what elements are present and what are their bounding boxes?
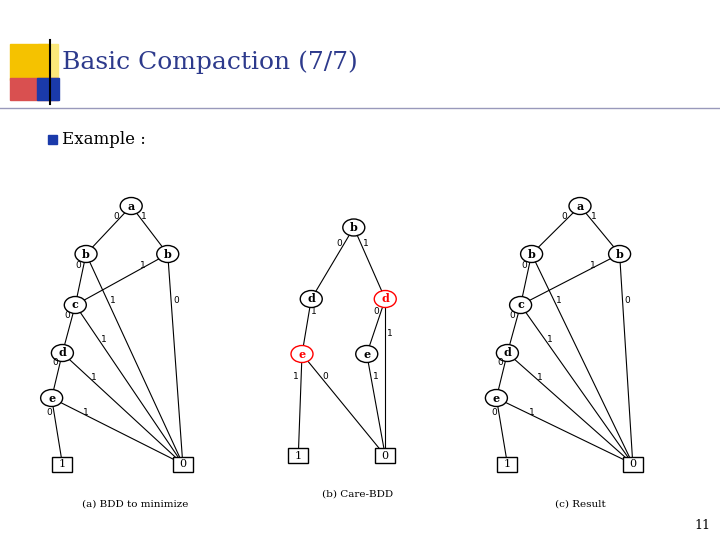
Text: e: e	[363, 348, 370, 360]
Text: d: d	[382, 294, 390, 305]
Text: a: a	[577, 200, 584, 212]
Ellipse shape	[64, 296, 86, 314]
Text: 0: 0	[113, 212, 119, 221]
Text: 1: 1	[537, 373, 543, 382]
Text: c: c	[517, 300, 524, 310]
Text: 0: 0	[179, 459, 186, 469]
Text: 0: 0	[46, 408, 52, 417]
Text: 0: 0	[625, 296, 631, 305]
Ellipse shape	[291, 346, 313, 362]
Text: b: b	[616, 248, 624, 260]
Text: 0: 0	[491, 408, 497, 417]
Text: (a) BDD to minimize: (a) BDD to minimize	[82, 500, 189, 509]
Text: 1: 1	[373, 372, 379, 381]
Text: 0: 0	[373, 307, 379, 315]
Bar	[10, 78, 58, 100]
Text: 1: 1	[83, 408, 89, 417]
Ellipse shape	[374, 291, 396, 307]
Text: 0: 0	[174, 296, 179, 305]
Text: b: b	[350, 222, 358, 233]
Text: e: e	[298, 348, 305, 360]
Text: 0: 0	[52, 359, 58, 367]
Text: 0: 0	[323, 372, 328, 381]
Text: 0: 0	[336, 239, 342, 248]
Text: 0: 0	[65, 311, 71, 320]
Text: 0: 0	[629, 459, 636, 469]
Text: 11: 11	[694, 519, 710, 532]
FancyBboxPatch shape	[375, 448, 395, 463]
Text: (c) Result: (c) Result	[554, 500, 606, 509]
Ellipse shape	[485, 389, 508, 407]
Ellipse shape	[356, 346, 378, 362]
Text: 1: 1	[504, 459, 511, 469]
Text: e: e	[492, 393, 500, 403]
Text: b: b	[164, 248, 171, 260]
FancyBboxPatch shape	[173, 456, 193, 471]
Text: 0: 0	[510, 311, 516, 320]
Text: (b) Care-BDD: (b) Care-BDD	[322, 490, 393, 499]
FancyBboxPatch shape	[288, 448, 308, 463]
Text: 0: 0	[562, 212, 567, 221]
Text: Basic Compaction (7/7): Basic Compaction (7/7)	[62, 50, 358, 74]
Text: 0: 0	[382, 451, 389, 461]
Ellipse shape	[569, 198, 591, 214]
Text: 1: 1	[590, 261, 595, 269]
Text: 1: 1	[101, 335, 107, 345]
Text: 1: 1	[528, 408, 534, 417]
Text: 1: 1	[141, 212, 147, 221]
Text: e: e	[48, 393, 55, 403]
Ellipse shape	[75, 246, 97, 262]
Text: 0: 0	[521, 261, 527, 269]
Text: 1: 1	[293, 372, 299, 381]
Ellipse shape	[51, 345, 73, 361]
Text: 1: 1	[294, 451, 302, 461]
Bar	[48, 135, 57, 144]
Bar	[10, 44, 48, 80]
Text: 1: 1	[109, 296, 115, 305]
FancyBboxPatch shape	[498, 456, 518, 471]
Bar	[37, 78, 59, 100]
Text: 0: 0	[497, 359, 503, 367]
Text: 1: 1	[547, 335, 553, 345]
Text: 1: 1	[556, 296, 562, 305]
Text: 1: 1	[59, 459, 66, 469]
Text: Example :: Example :	[62, 132, 146, 148]
Text: d: d	[307, 294, 315, 305]
Text: a: a	[127, 200, 135, 212]
Text: 1: 1	[363, 239, 369, 248]
Text: 1: 1	[591, 212, 597, 221]
Bar	[38, 44, 58, 80]
FancyBboxPatch shape	[623, 456, 643, 471]
Text: 1: 1	[140, 261, 145, 269]
Ellipse shape	[608, 246, 631, 262]
Ellipse shape	[496, 345, 518, 361]
Text: 1: 1	[311, 307, 317, 315]
Text: c: c	[72, 300, 78, 310]
Ellipse shape	[343, 219, 365, 236]
Ellipse shape	[157, 246, 179, 262]
Text: d: d	[58, 348, 66, 359]
Text: 1: 1	[91, 373, 96, 382]
Text: 1: 1	[387, 329, 393, 338]
Text: 0: 0	[76, 261, 81, 269]
Ellipse shape	[510, 296, 531, 314]
Text: b: b	[82, 248, 90, 260]
Ellipse shape	[300, 291, 323, 307]
Text: d: d	[503, 348, 511, 359]
FancyBboxPatch shape	[53, 456, 73, 471]
Ellipse shape	[521, 246, 543, 262]
Ellipse shape	[40, 389, 63, 407]
Text: b: b	[528, 248, 536, 260]
Ellipse shape	[120, 198, 142, 214]
